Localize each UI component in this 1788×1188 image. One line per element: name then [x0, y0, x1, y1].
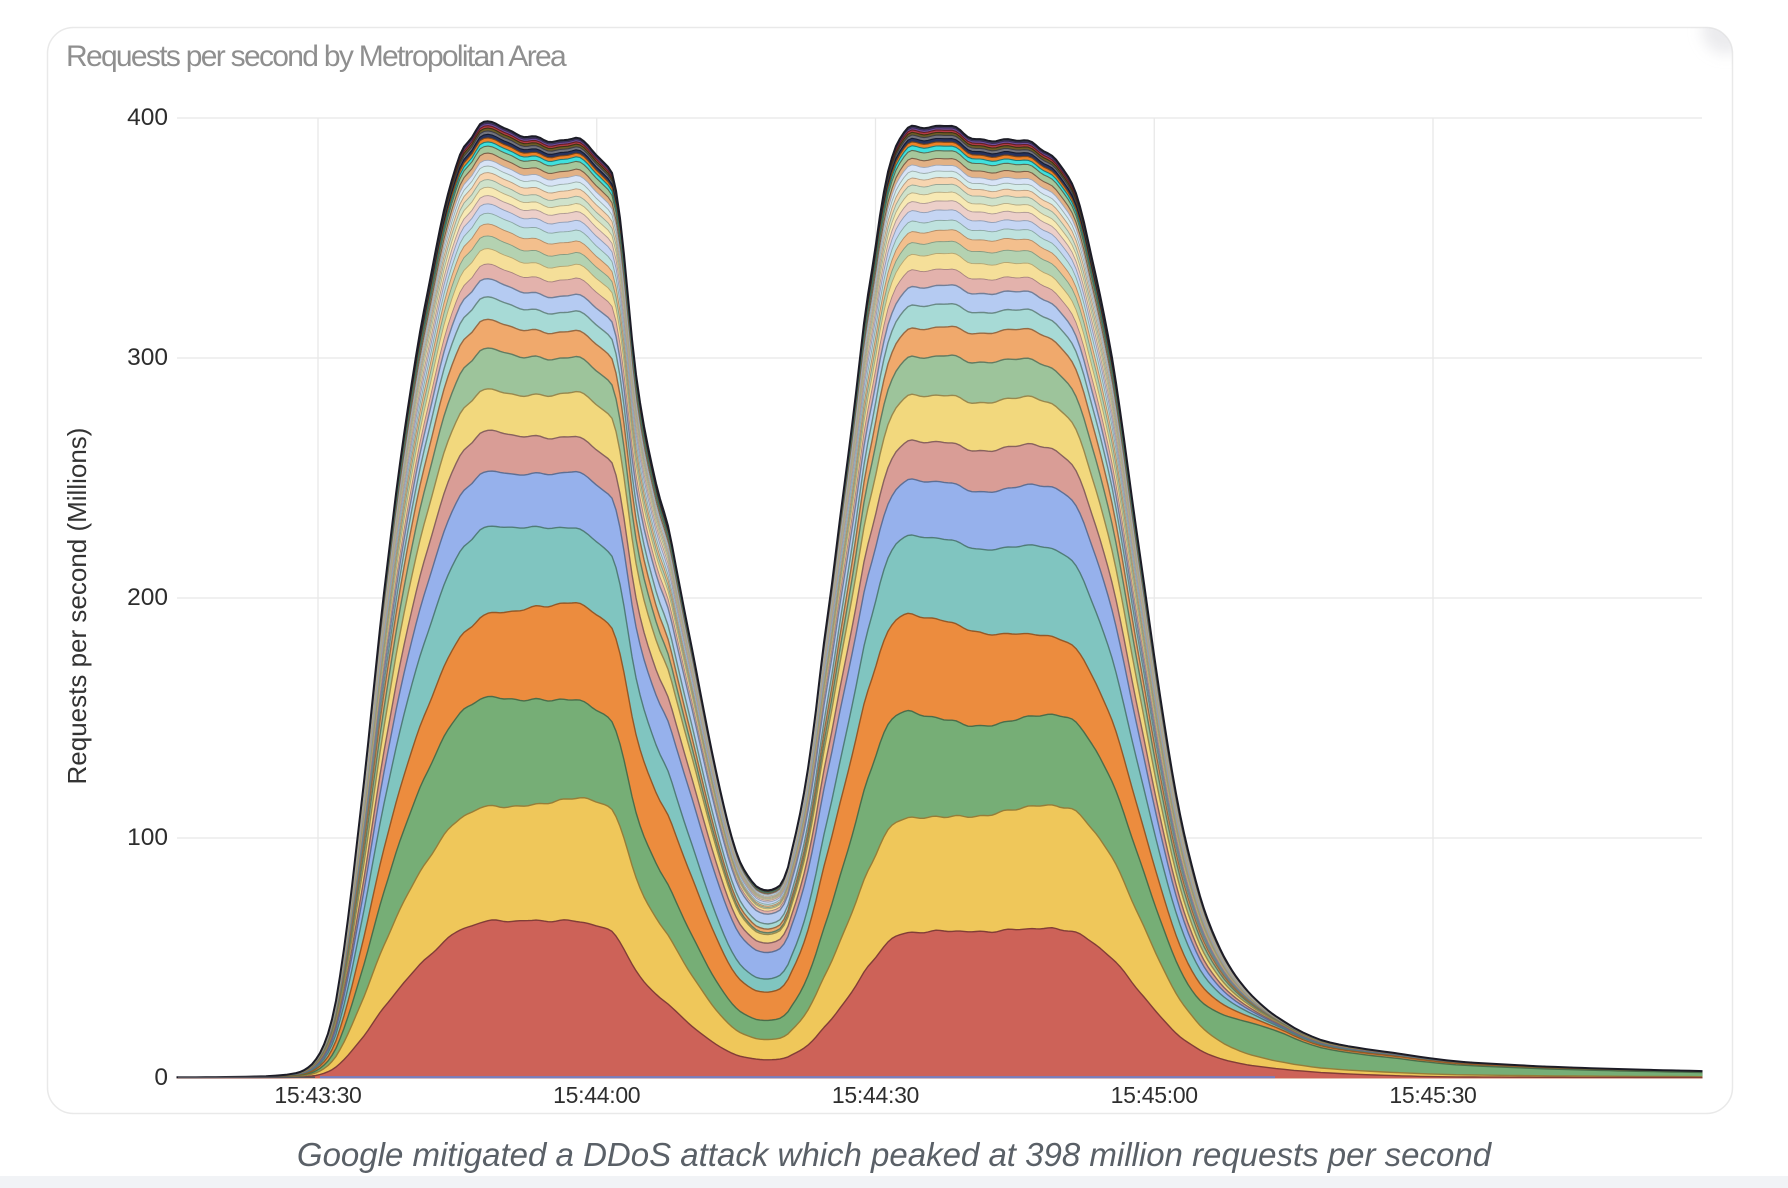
- svg-text:15:45:30: 15:45:30: [1389, 1082, 1476, 1108]
- svg-text:15:44:30: 15:44:30: [832, 1082, 919, 1108]
- svg-text:15:43:30: 15:43:30: [274, 1082, 361, 1108]
- svg-text:200: 200: [127, 584, 168, 611]
- svg-text:300: 300: [127, 344, 168, 371]
- svg-text:Google mitigated a DDoS attack: Google mitigated a DDoS attack which pea…: [297, 1136, 1493, 1173]
- svg-text:100: 100: [127, 824, 168, 851]
- svg-text:15:45:00: 15:45:00: [1111, 1082, 1198, 1108]
- svg-text:400: 400: [127, 104, 168, 131]
- svg-text:0: 0: [154, 1064, 168, 1091]
- svg-text:15:44:00: 15:44:00: [553, 1082, 640, 1108]
- svg-text:Requests per second by Metropo: Requests per second by Metropolitan Area: [66, 40, 567, 73]
- svg-text:Requests per second (Millions): Requests per second (Millions): [62, 428, 92, 785]
